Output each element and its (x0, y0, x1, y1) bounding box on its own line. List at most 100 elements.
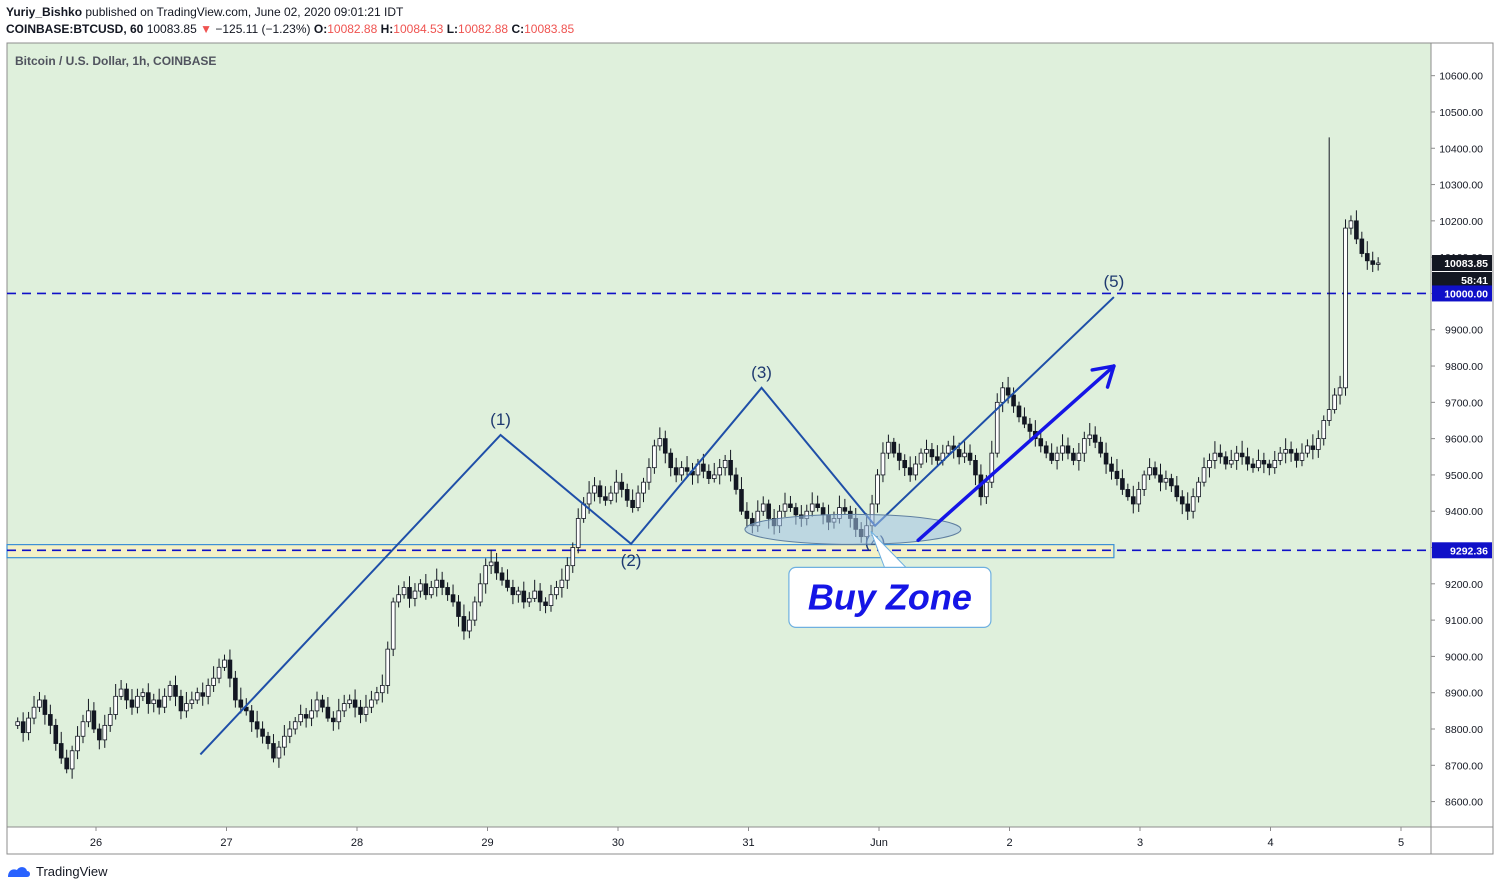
candle-body[interactable] (766, 503, 771, 519)
candle-body[interactable] (608, 492, 614, 501)
candle-body[interactable] (325, 706, 331, 719)
candle-body[interactable] (875, 474, 880, 505)
candle-body[interactable] (701, 463, 706, 472)
candle-body[interactable] (467, 619, 472, 632)
candle-body[interactable] (1147, 467, 1152, 476)
candle-body[interactable] (1005, 387, 1011, 396)
candle-body[interactable] (418, 583, 423, 592)
candle-body[interactable] (570, 547, 576, 567)
candle-body[interactable] (1092, 434, 1098, 443)
candle-body[interactable] (494, 561, 499, 574)
candle-body[interactable] (445, 587, 450, 596)
candle-body[interactable] (1141, 474, 1147, 490)
candle-body[interactable] (1207, 460, 1212, 469)
candle-body[interactable] (902, 460, 908, 469)
candle-body[interactable] (358, 706, 363, 715)
candle-body[interactable] (145, 692, 151, 704)
candle-body[interactable] (1158, 474, 1163, 483)
candle-body[interactable] (107, 714, 113, 726)
candle-body[interactable] (1120, 478, 1125, 490)
candle-body[interactable] (48, 714, 53, 726)
candle-body[interactable] (842, 507, 848, 512)
candle-body[interactable] (1125, 489, 1131, 498)
candle-body[interactable] (641, 481, 646, 494)
candle-body[interactable] (635, 492, 641, 508)
candle-body[interactable] (1305, 445, 1310, 454)
candle-body[interactable] (102, 724, 108, 741)
candle-body[interactable] (1196, 481, 1201, 498)
candle-body[interactable] (521, 590, 527, 603)
candle-body[interactable] (1348, 220, 1354, 229)
candle-body[interactable] (26, 717, 31, 734)
candle-body[interactable] (989, 452, 995, 483)
candle-body[interactable] (548, 594, 554, 606)
candle-body[interactable] (913, 463, 918, 476)
candle-body[interactable] (80, 721, 86, 737)
candle-body[interactable] (227, 659, 233, 679)
candle-body[interactable] (369, 699, 374, 708)
candle-body[interactable] (782, 503, 788, 512)
candle-body[interactable] (788, 503, 793, 508)
candle-body[interactable] (271, 743, 276, 759)
wave-path-line[interactable] (199, 296, 1115, 756)
candle-body[interactable] (945, 445, 951, 454)
candle-body[interactable] (113, 695, 118, 715)
candle-body[interactable] (973, 460, 978, 476)
candle-body[interactable] (189, 699, 195, 704)
candle-body[interactable] (1337, 387, 1343, 396)
candle-body[interactable] (439, 579, 445, 588)
candle-body[interactable] (86, 710, 91, 723)
candle-body[interactable] (744, 510, 750, 519)
candle-body[interactable] (1043, 445, 1049, 454)
candle-body[interactable] (1250, 463, 1256, 469)
candle-body[interactable] (673, 467, 679, 476)
candle-body[interactable] (1239, 452, 1245, 458)
candle-body[interactable] (1294, 452, 1299, 461)
candle-body[interactable] (1256, 460, 1261, 469)
candle-body[interactable] (1310, 445, 1316, 450)
candle-body[interactable] (162, 695, 167, 708)
candle-body[interactable] (1027, 423, 1033, 432)
candle-body[interactable] (684, 467, 690, 472)
candle-body[interactable] (205, 685, 211, 697)
candle-body[interactable] (1169, 478, 1174, 487)
plot-area[interactable] (6, 42, 1432, 828)
candle-body[interactable] (184, 703, 189, 712)
candle-body[interactable] (711, 474, 717, 479)
candle-body[interactable] (428, 587, 434, 596)
candle-body[interactable] (91, 710, 97, 730)
candle-body[interactable] (1076, 452, 1082, 461)
candle-body[interactable] (249, 710, 255, 723)
candle-body[interactable] (1332, 394, 1337, 410)
price-axis[interactable] (1430, 42, 1494, 828)
candle-body[interactable] (1152, 467, 1158, 476)
candle-body[interactable] (292, 721, 298, 730)
candle-body[interactable] (624, 489, 630, 501)
candle-body[interactable] (374, 692, 380, 701)
candle-body[interactable] (1081, 438, 1087, 454)
candle-body[interactable] (619, 481, 625, 490)
candle-body[interactable] (1375, 262, 1381, 265)
candle-body[interactable] (646, 467, 652, 483)
candle-body[interactable] (891, 441, 897, 454)
candle-body[interactable] (1022, 416, 1027, 425)
candle-body[interactable] (554, 587, 559, 596)
candle-body[interactable] (1114, 470, 1120, 479)
candle-body[interactable] (935, 456, 940, 461)
candle-body[interactable] (962, 452, 967, 458)
candle-body[interactable] (1223, 456, 1229, 465)
candle-body[interactable] (918, 452, 924, 465)
candle-body[interactable] (216, 666, 222, 679)
candle-body[interactable] (488, 561, 494, 567)
candle-body[interactable] (1163, 478, 1169, 483)
candle-body[interactable] (559, 579, 565, 588)
candle-body[interactable] (456, 601, 461, 617)
candle-body[interactable] (222, 659, 227, 668)
candle-body[interactable] (722, 460, 728, 469)
candle-body[interactable] (1343, 227, 1348, 389)
candle-body[interactable] (1277, 452, 1283, 461)
candle-body[interactable] (613, 481, 619, 494)
candle-body[interactable] (1179, 496, 1185, 505)
candle-body[interactable] (565, 565, 570, 581)
candle-body[interactable] (483, 565, 489, 585)
